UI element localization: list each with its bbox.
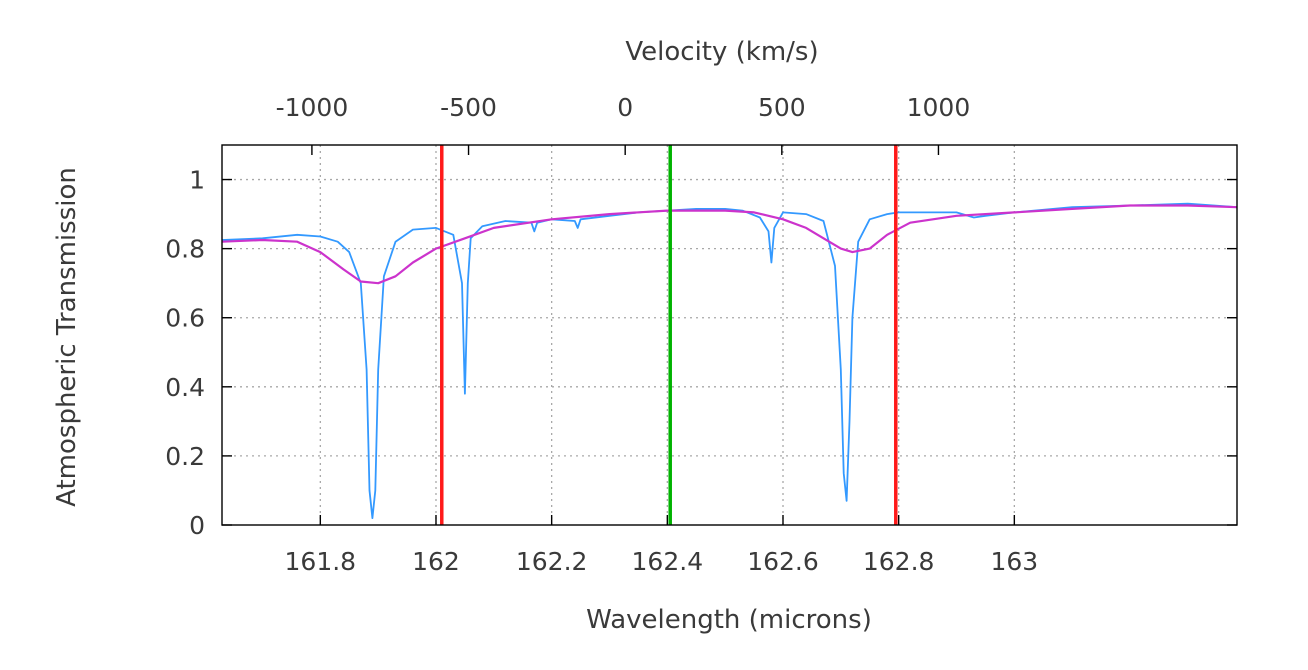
transmission-series-line [221, 202, 1238, 519]
axis-ticks [222, 145, 1237, 526]
x-tick-label: 162.6 [747, 547, 819, 576]
x-tick-label: 162.8 [863, 547, 935, 576]
y-tick-label: 0 [189, 511, 205, 540]
tick-labels: 161.8 162 162.2 162.4 162.6 162.8 163 -1000 -500… [165, 93, 1038, 576]
grid-lines [222, 145, 1237, 525]
x-tick-label: 162.2 [516, 547, 588, 576]
y-tick-label: 0.4 [165, 373, 205, 402]
x2-tick-label: 0 [617, 93, 633, 122]
x2-tick-label: -1000 [276, 93, 349, 122]
plot-frame [221, 144, 1238, 526]
y-tick-label: 1 [189, 166, 205, 195]
x2-axis-title: Velocity (km/s) [625, 37, 818, 67]
x2-tick-label: 1000 [907, 93, 971, 122]
x2-tick-label: -500 [440, 93, 497, 122]
series-layer [221, 202, 1238, 519]
y-tick-label: 0.8 [165, 235, 205, 264]
x-tick-label: 161.8 [285, 547, 357, 576]
x-axis-title: Wavelength (microns) [586, 605, 872, 635]
x2-tick-label: 500 [758, 93, 806, 122]
x-tick-label: 162 [412, 547, 460, 576]
smoothed-series-line [221, 204, 1238, 285]
marker-lines [440, 145, 898, 525]
y-tick-label: 0.6 [165, 304, 205, 333]
x-tick-label: 162.4 [632, 547, 704, 576]
x-tick-label: 163 [990, 547, 1038, 576]
y-axis-title: Atmospheric Transmission [52, 167, 82, 507]
y-tick-label: 0.2 [165, 442, 205, 471]
